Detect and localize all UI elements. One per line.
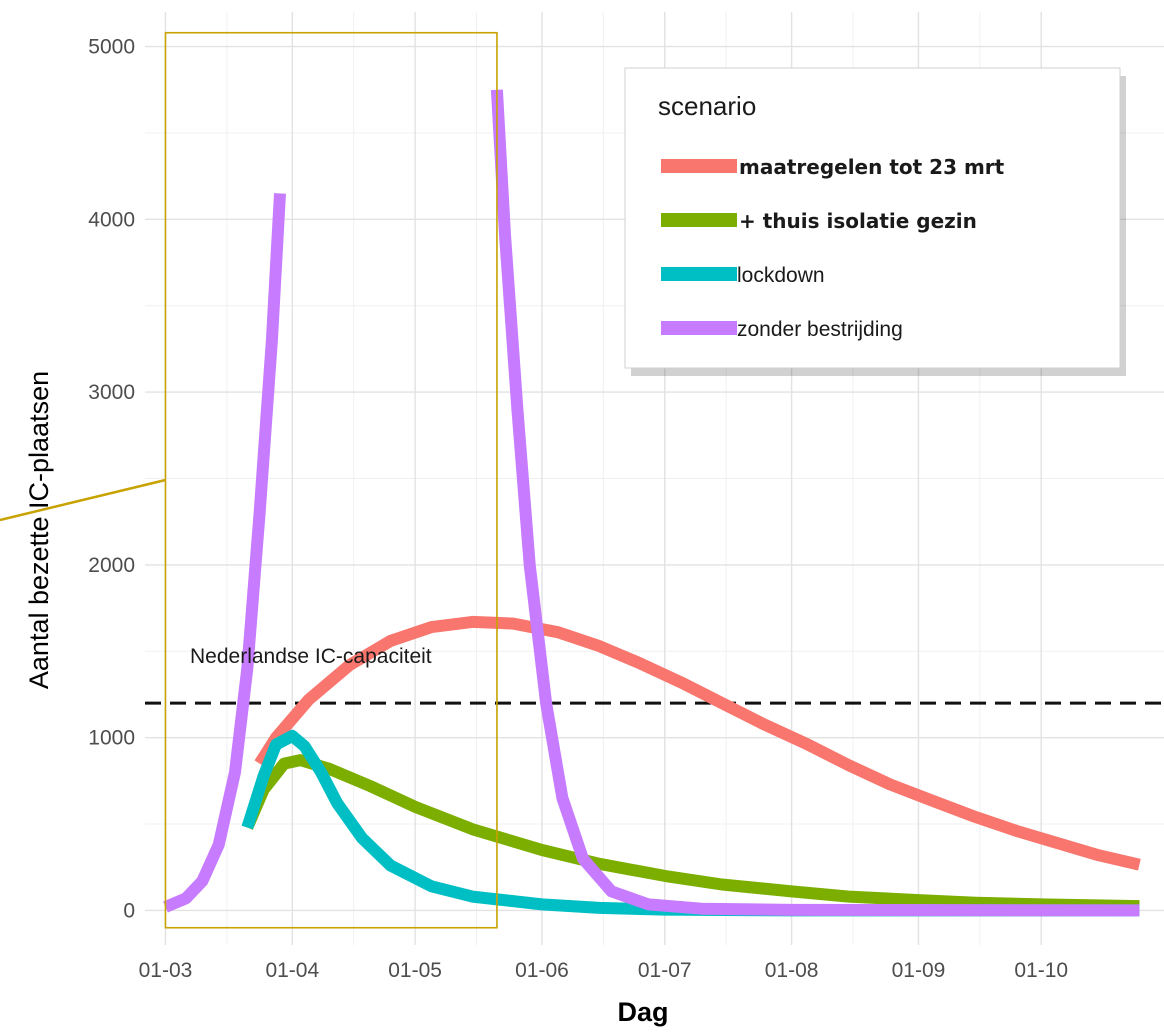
legend-label: lockdown — [737, 264, 825, 287]
y-tick-label: 5000 — [88, 36, 135, 59]
x-tick-label: 01-05 — [388, 959, 442, 982]
y-axis-title: Aantal bezette IC-plaatsen — [24, 371, 54, 689]
highlight-connector — [0, 478, 166, 522]
y-tick-label: 3000 — [88, 381, 135, 404]
series-line-maatregelen-tot-23-mrt — [254, 615, 1141, 871]
series-line-lockdown — [241, 729, 1140, 917]
series-line-thuis-isolatie-gezin — [241, 754, 1140, 913]
legend: scenario maatregelen tot 23 mrt + thuis is… — [624, 67, 1126, 376]
legend-key — [661, 159, 737, 173]
legend-label: + thuis isolatie gezin — [739, 209, 977, 233]
series-group: Nederlandse IC-capaciteit — [163, 89, 1141, 917]
legend-label: maatregelen tot 23 mrt — [739, 155, 1005, 179]
series-line-zonder-bestrijding — [163, 193, 286, 913]
series-line-zonder-bestrijding — [490, 89, 1140, 917]
y-tick-label: 2000 — [88, 554, 135, 577]
y-tick-label: 4000 — [88, 208, 135, 231]
legend-label: zonder bestrijding — [737, 318, 903, 341]
x-tick-label: 01-04 — [265, 959, 319, 982]
x-axis-title: Dag — [617, 997, 668, 1027]
legend-key — [661, 213, 737, 227]
x-tick-label: 01-09 — [892, 959, 946, 982]
x-tick-label: 01-03 — [139, 959, 193, 982]
tick-labels: 0 1000 2000 3000 4000 5000 01-03 01-04 01-05 01-0… — [88, 36, 1068, 982]
legend-key — [661, 321, 737, 335]
x-tick-label: 01-08 — [765, 959, 819, 982]
y-tick-label: 0 — [123, 899, 135, 922]
x-tick-label: 01-06 — [515, 959, 569, 982]
legend-title: scenario — [658, 91, 756, 121]
x-tick-label: 01-07 — [638, 959, 692, 982]
legend-key — [661, 267, 737, 281]
ic-capacity-label: Nederlandse IC-capaciteit — [190, 645, 432, 668]
highlight-box-group — [0, 31, 498, 929]
y-tick-label: 1000 — [88, 727, 135, 750]
x-tick-label: 01-10 — [1014, 959, 1068, 982]
